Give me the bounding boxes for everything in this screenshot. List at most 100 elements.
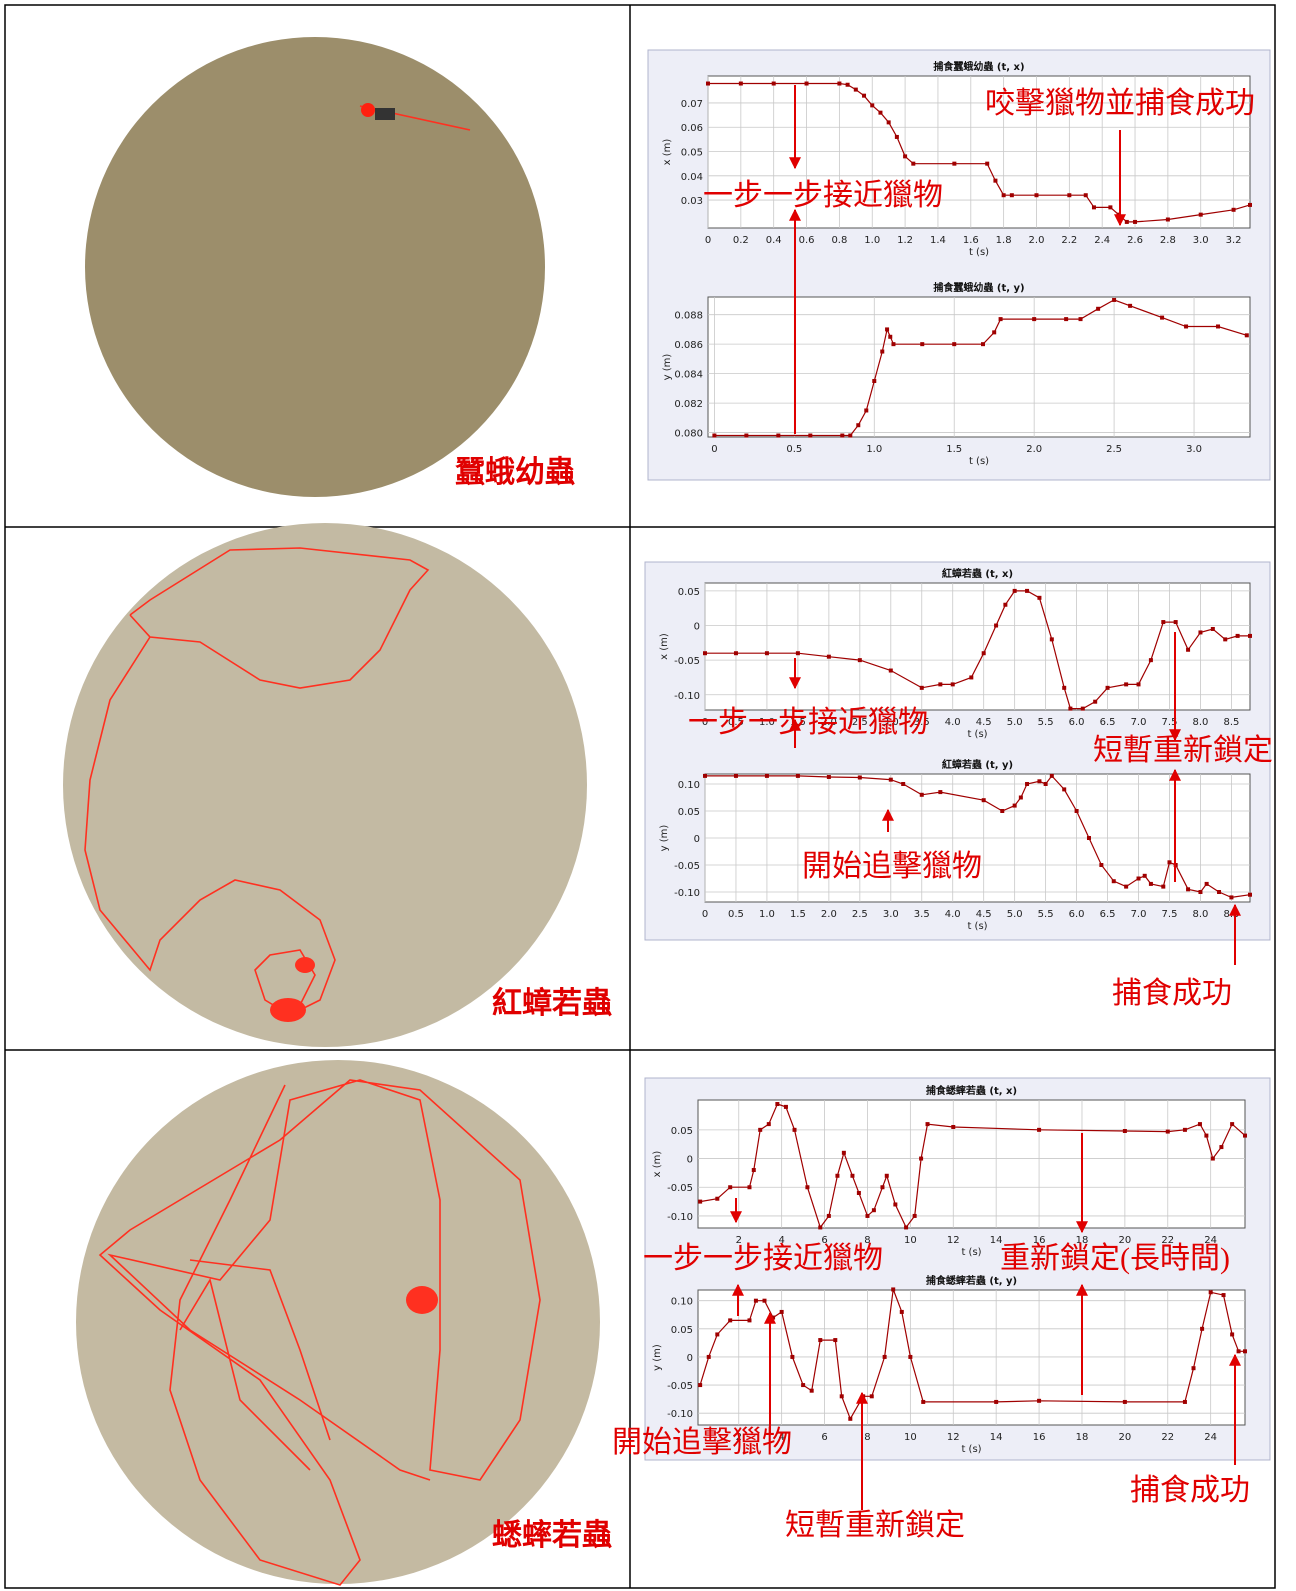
data-point	[919, 1157, 923, 1161]
x-tick-label: 8.0	[1193, 909, 1209, 920]
chart-title: 捕食蠶蛾幼蟲 (t, x)	[933, 60, 1024, 73]
y-tick-label: -0.05	[674, 656, 700, 667]
x-tick-label: 3.0	[1193, 235, 1209, 246]
data-point	[707, 1355, 711, 1359]
x-tick-label: 1.4	[930, 235, 946, 246]
x-tick-label: 5.0	[1007, 909, 1023, 920]
x-axis-label: t (s)	[967, 729, 987, 740]
x-tick-label: 5.5	[1038, 717, 1054, 728]
plot-area	[705, 583, 1250, 710]
data-point	[887, 120, 891, 124]
x-tick-label: 20	[1119, 1432, 1132, 1443]
x-tick-label: 12	[947, 1432, 960, 1443]
x-tick-label: 6.5	[1100, 717, 1116, 728]
data-point	[888, 335, 892, 339]
data-point	[818, 1338, 822, 1342]
y-tick-label: 0.05	[678, 587, 700, 598]
y-axis-label: x (m)	[662, 139, 673, 166]
annotation: 一步一步接近獵物	[703, 179, 943, 212]
x-tick-label: 0.2	[733, 235, 749, 246]
data-point	[1198, 1122, 1202, 1126]
data-point	[1219, 1145, 1223, 1149]
data-point	[1186, 887, 1190, 891]
data-point	[835, 1174, 839, 1178]
x-tick-label: 4.5	[976, 717, 992, 728]
annotation: 一步一步接近獵物	[643, 1242, 883, 1275]
arena-photo	[63, 523, 587, 1047]
data-point	[1064, 317, 1068, 321]
data-point	[808, 434, 812, 438]
data-point	[1067, 193, 1071, 197]
data-point	[765, 651, 769, 655]
x-tick-label: 7.5	[1162, 909, 1178, 920]
data-point	[850, 1174, 854, 1178]
data-point	[754, 1299, 758, 1303]
data-point	[1200, 1327, 1204, 1331]
data-point	[752, 1168, 756, 1172]
y-tick-label: 0.082	[674, 399, 703, 410]
data-point	[920, 342, 924, 346]
x-tick-label: 1.0	[866, 444, 882, 455]
data-point	[938, 790, 942, 794]
y-tick-label: 0.03	[681, 196, 703, 207]
x-tick-label: 4.0	[945, 717, 961, 728]
data-point	[911, 162, 915, 166]
data-point	[1161, 620, 1165, 624]
data-point	[951, 1125, 955, 1129]
data-point	[827, 655, 831, 659]
data-point	[796, 774, 800, 778]
data-point	[765, 774, 769, 778]
data-point	[1217, 890, 1221, 894]
data-point	[744, 434, 748, 438]
data-point	[1137, 682, 1141, 686]
y-axis-label: y (m)	[652, 1344, 663, 1371]
y-tick-label: 0	[687, 1155, 693, 1166]
x-tick-label: 2.0	[1026, 444, 1042, 455]
x-tick-label: 2.8	[1160, 235, 1176, 246]
data-point	[833, 1338, 837, 1342]
chart-title: 紅蟑若蟲 (t, y)	[942, 758, 1013, 771]
data-point	[885, 1174, 889, 1178]
y-tick-label: 0.080	[674, 429, 703, 440]
data-point	[739, 82, 743, 86]
data-point	[842, 1151, 846, 1155]
x-tick-label: 2.4	[1094, 235, 1110, 246]
data-point	[865, 1214, 869, 1218]
data-point	[703, 651, 707, 655]
data-point	[1099, 863, 1103, 867]
data-point	[880, 350, 884, 354]
x-tick-label: 4.0	[945, 909, 961, 920]
y-tick-label: -0.05	[667, 1381, 693, 1392]
data-point	[856, 423, 860, 427]
data-point	[1204, 1134, 1208, 1138]
data-point	[1161, 885, 1165, 889]
y-tick-label: 0.086	[674, 340, 703, 351]
data-point	[870, 103, 874, 107]
data-point	[864, 408, 868, 412]
x-tick-label: 0.6	[799, 235, 815, 246]
data-point	[1198, 890, 1202, 894]
data-point	[982, 798, 986, 802]
data-point	[1050, 774, 1054, 778]
data-point	[767, 1122, 771, 1126]
x-axis-label: t (s)	[967, 921, 987, 932]
y-tick-label: -0.10	[674, 691, 700, 702]
data-point	[1248, 893, 1252, 897]
y-tick-label: -0.05	[667, 1183, 693, 1194]
data-point	[901, 782, 905, 786]
data-point	[889, 778, 893, 782]
y-tick-label: 0.084	[674, 370, 703, 381]
data-point	[1019, 795, 1023, 799]
arena-photo	[85, 37, 545, 497]
data-point	[1062, 686, 1066, 690]
annotation: 捕食成功	[1130, 1474, 1250, 1507]
x-tick-label: 2.0	[821, 909, 837, 920]
data-point	[734, 651, 738, 655]
x-tick-label: 8	[864, 1432, 870, 1443]
x-tick-label: 14	[990, 1432, 1003, 1443]
x-tick-label: 1.8	[996, 235, 1012, 246]
data-point	[1003, 603, 1007, 607]
x-tick-label: 1.5	[946, 444, 962, 455]
data-point	[1000, 809, 1004, 813]
x-tick-label: 8.5	[1223, 909, 1239, 920]
